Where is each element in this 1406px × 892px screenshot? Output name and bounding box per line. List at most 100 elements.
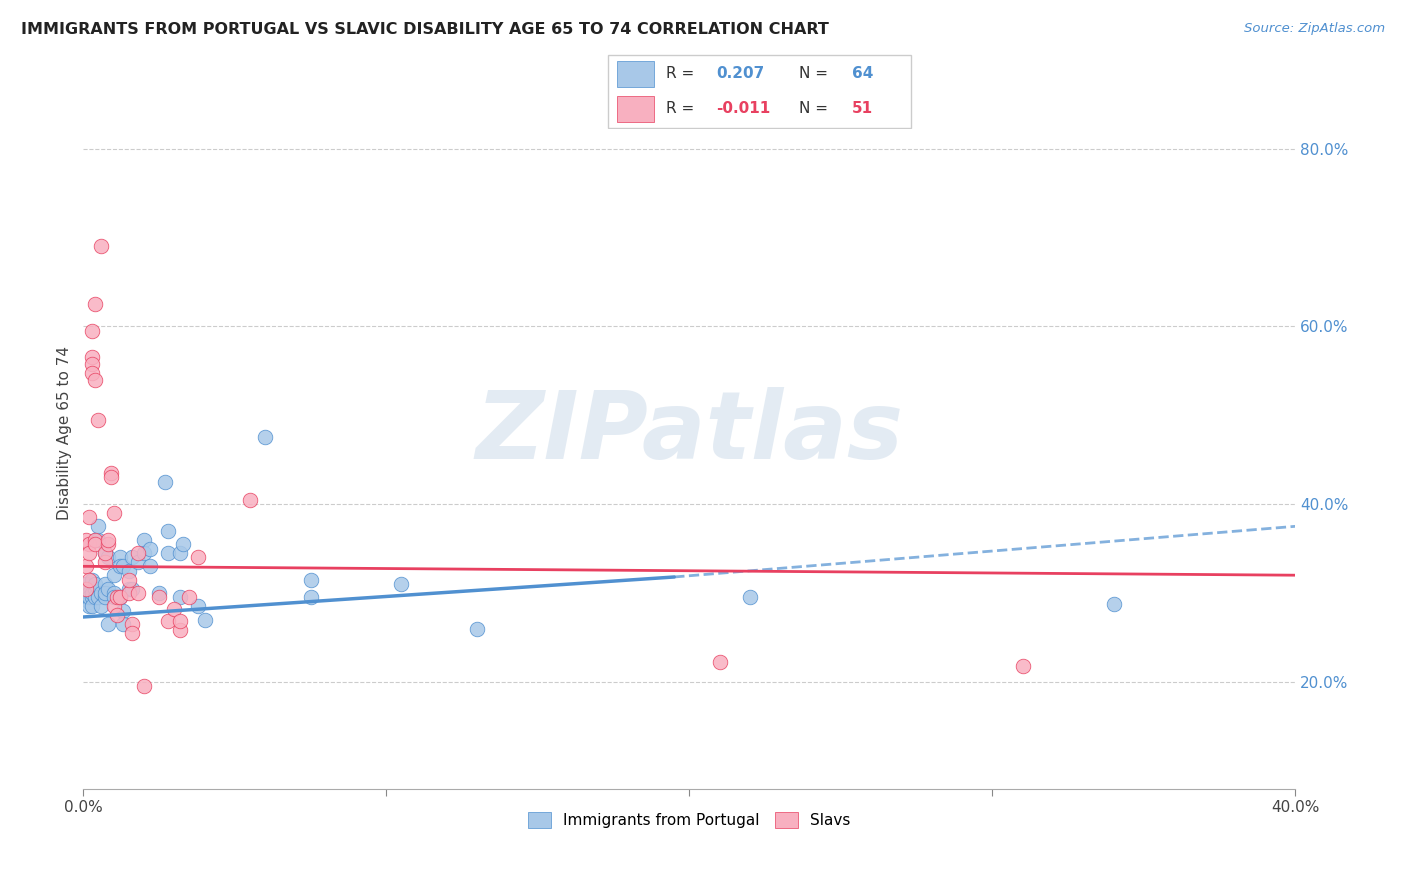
Point bbox=[179, 591, 201, 605]
Point bbox=[153, 475, 176, 489]
Point bbox=[103, 586, 125, 600]
Point bbox=[465, 622, 488, 636]
Point bbox=[84, 297, 107, 311]
Point bbox=[127, 546, 149, 560]
Point bbox=[75, 582, 97, 596]
Point bbox=[84, 582, 107, 596]
Point bbox=[87, 519, 110, 533]
Point bbox=[75, 582, 97, 596]
Point bbox=[96, 533, 118, 547]
Point bbox=[111, 559, 134, 574]
Point bbox=[84, 577, 107, 591]
Point bbox=[169, 615, 191, 629]
FancyBboxPatch shape bbox=[607, 55, 911, 128]
Point bbox=[79, 599, 101, 614]
FancyBboxPatch shape bbox=[617, 96, 654, 122]
Point bbox=[1011, 658, 1033, 673]
Point bbox=[79, 573, 101, 587]
Point bbox=[127, 586, 149, 600]
Point bbox=[239, 492, 262, 507]
Point bbox=[96, 537, 118, 551]
Point bbox=[139, 541, 162, 556]
Point bbox=[75, 533, 97, 547]
Point bbox=[108, 591, 131, 605]
Point bbox=[193, 613, 215, 627]
Point bbox=[157, 524, 180, 538]
Point bbox=[82, 351, 104, 365]
Point bbox=[121, 626, 143, 640]
Point bbox=[108, 550, 131, 565]
Point bbox=[738, 591, 761, 605]
Point bbox=[93, 555, 115, 569]
Point bbox=[79, 537, 101, 551]
Point bbox=[709, 655, 731, 669]
Text: N =: N = bbox=[800, 102, 834, 116]
Point bbox=[84, 537, 107, 551]
Point bbox=[127, 555, 149, 569]
Point bbox=[93, 577, 115, 591]
Point bbox=[108, 559, 131, 574]
Point bbox=[169, 591, 191, 605]
Point bbox=[75, 591, 97, 605]
Point bbox=[79, 510, 101, 524]
Point bbox=[79, 591, 101, 605]
Point bbox=[93, 546, 115, 560]
Point bbox=[84, 533, 107, 547]
Text: N =: N = bbox=[800, 67, 834, 81]
Point bbox=[100, 470, 122, 484]
Point bbox=[111, 617, 134, 632]
Point bbox=[82, 366, 104, 380]
Point bbox=[90, 599, 112, 614]
Point bbox=[118, 582, 141, 596]
Point bbox=[121, 617, 143, 632]
Point bbox=[93, 591, 115, 605]
Point bbox=[90, 586, 112, 600]
Point bbox=[391, 577, 413, 591]
Point bbox=[82, 591, 104, 605]
Point bbox=[1102, 597, 1125, 611]
Point bbox=[157, 546, 180, 560]
Point bbox=[132, 533, 155, 547]
Point bbox=[187, 550, 209, 565]
Point bbox=[118, 586, 141, 600]
Point bbox=[254, 430, 277, 444]
Point bbox=[148, 586, 170, 600]
Point bbox=[169, 546, 191, 560]
Point bbox=[87, 533, 110, 547]
Point bbox=[157, 615, 180, 629]
Point bbox=[100, 466, 122, 480]
Point bbox=[82, 586, 104, 600]
Point bbox=[169, 624, 191, 638]
Point bbox=[299, 591, 322, 605]
Text: R =: R = bbox=[666, 67, 700, 81]
Point bbox=[105, 608, 128, 623]
Text: 64: 64 bbox=[852, 67, 873, 81]
Point bbox=[79, 586, 101, 600]
Point bbox=[93, 546, 115, 560]
Point bbox=[148, 591, 170, 605]
Point bbox=[121, 582, 143, 596]
Legend: Immigrants from Portugal, Slavs: Immigrants from Portugal, Slavs bbox=[522, 806, 856, 834]
Point bbox=[105, 591, 128, 605]
Point bbox=[96, 582, 118, 596]
Point bbox=[118, 573, 141, 587]
Point bbox=[118, 564, 141, 578]
Point bbox=[75, 559, 97, 574]
Point bbox=[121, 550, 143, 565]
Text: Source: ZipAtlas.com: Source: ZipAtlas.com bbox=[1244, 22, 1385, 36]
Point bbox=[82, 573, 104, 587]
Point bbox=[79, 546, 101, 560]
Point bbox=[103, 506, 125, 520]
Text: -0.011: -0.011 bbox=[716, 102, 770, 116]
Point bbox=[84, 533, 107, 547]
Point bbox=[187, 599, 209, 614]
Point bbox=[93, 586, 115, 600]
Point bbox=[103, 591, 125, 605]
Text: R =: R = bbox=[666, 102, 700, 116]
Point bbox=[172, 537, 194, 551]
Point bbox=[90, 239, 112, 253]
Point bbox=[139, 559, 162, 574]
Point bbox=[87, 591, 110, 605]
Point bbox=[75, 586, 97, 600]
Text: ZIPatlas: ZIPatlas bbox=[475, 387, 904, 479]
